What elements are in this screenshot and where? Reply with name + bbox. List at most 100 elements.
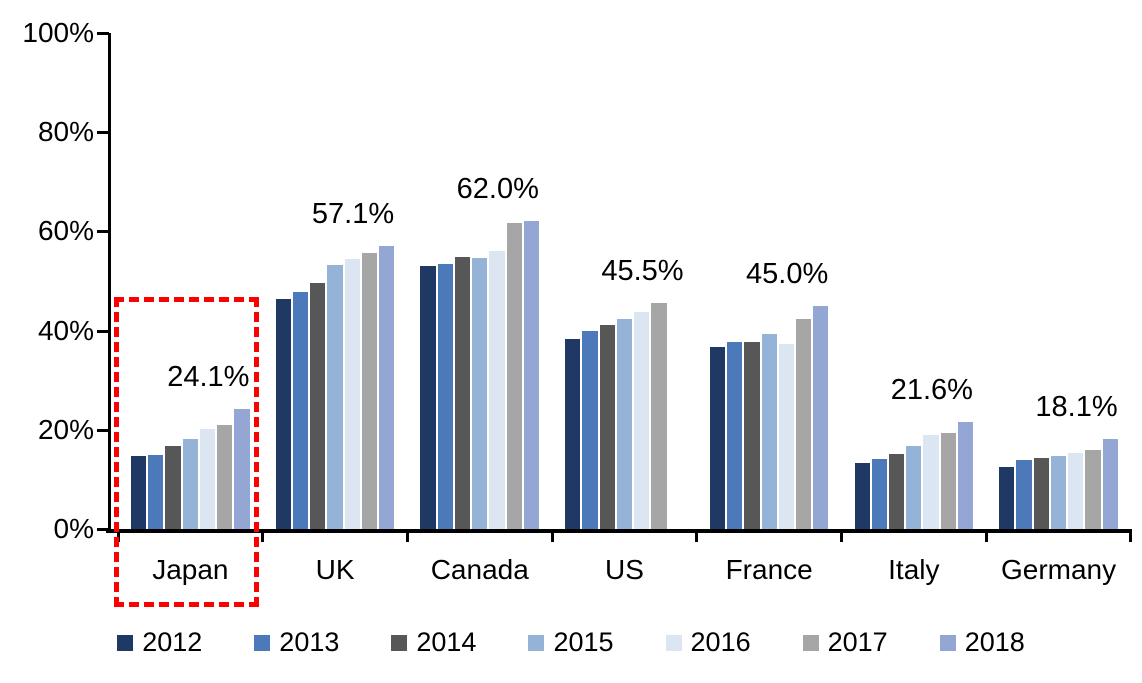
bar-canada-2012 (420, 266, 436, 529)
bar-canada-2014 (454, 257, 471, 529)
y-axis-tick-label: 0% (53, 513, 94, 544)
legend-item-2012: 2012 (117, 629, 202, 656)
bar-uk-2012 (275, 299, 291, 529)
x-axis-label-uk: UK (315, 554, 355, 585)
x-axis-tick (550, 529, 554, 542)
y-axis-tick (97, 428, 109, 432)
y-axis-tick-label: 60% (37, 215, 94, 247)
japan-highlight-dashed-box (114, 297, 259, 607)
bar-group-germany (999, 33, 1118, 529)
bar-germany-2015 (1050, 456, 1067, 529)
legend-swatch-2016 (665, 634, 682, 651)
bar-us-2012 (565, 339, 581, 529)
bar-japan-2016 (199, 429, 216, 529)
bar-group-japan (131, 33, 250, 529)
legend-swatch-2017 (802, 634, 819, 651)
bar-canada-2016 (489, 251, 505, 529)
bar-uk-2013 (292, 292, 309, 529)
x-axis-label-france: France (725, 554, 813, 585)
y-axis-tick (97, 230, 109, 234)
x-axis-label-canada: Canada (430, 554, 529, 585)
bar-germany-2017 (1085, 450, 1101, 529)
data-label-italy: 21.6% (890, 373, 973, 406)
x-axis-line (106, 529, 1131, 533)
bar-canada-2018 (523, 221, 540, 529)
legend-item-2014: 2014 (391, 629, 476, 656)
bar-italy-2018 (957, 422, 974, 529)
legend-label-2013: 2013 (279, 627, 340, 657)
x-axis-tick (405, 529, 409, 542)
bar-uk-2018 (379, 246, 395, 529)
data-label-france: 45.0% (746, 257, 829, 290)
bar-japan-2013 (148, 455, 164, 529)
bar-france-2013 (727, 342, 743, 529)
bar-france-2014 (744, 342, 760, 529)
bar-japan-2012 (131, 456, 147, 529)
y-axis-tick (97, 329, 109, 333)
bar-group-france (709, 33, 829, 529)
bar-france-2018 (813, 306, 829, 529)
x-axis-tick (1129, 529, 1133, 542)
bar-italy-2016 (923, 435, 939, 529)
legend-swatch-2014 (391, 634, 408, 651)
data-label-us: 45.5% (601, 255, 684, 288)
bar-france-2012 (709, 347, 726, 529)
bar-uk-2015 (327, 265, 343, 529)
data-label-japan: 24.1% (167, 361, 250, 394)
bar-uk-2016 (344, 259, 360, 529)
y-axis-tick-label: 80% (37, 116, 94, 148)
x-axis-tick (695, 529, 699, 542)
bar-us-2014 (599, 325, 615, 529)
y-axis-tick (97, 131, 109, 135)
x-axis-label-us: US (604, 554, 644, 585)
legend-swatch-2015 (528, 634, 545, 651)
legend-item-2018: 2018 (939, 629, 1025, 656)
legend-label-2012: 2012 (142, 627, 203, 657)
bar-uk-2017 (361, 253, 378, 529)
legend-label-2014: 2014 (416, 627, 477, 657)
legend-item-2017: 2017 (802, 627, 888, 657)
bar-italy-2012 (854, 463, 870, 529)
bar-us-2017 (651, 303, 667, 529)
legend-label-2017: 2017 (827, 627, 888, 657)
bar-germany-2013 (1016, 460, 1032, 529)
y-axis-tick-label: 100% (22, 17, 94, 48)
legend-swatch-2013 (254, 634, 271, 651)
bar-italy-2017 (940, 433, 956, 529)
bar-japan-2014 (165, 446, 181, 529)
data-label-canada: 62.0% (456, 173, 539, 206)
legend-swatch-2018 (939, 634, 956, 651)
legend-label-2015: 2015 (553, 627, 614, 657)
bar-japan-2017 (217, 425, 233, 529)
bar-us-2015 (616, 319, 633, 529)
x-axis-label-germany: Germany (1000, 554, 1117, 585)
bar-japan-2015 (182, 439, 198, 529)
bar-italy-2014 (888, 454, 905, 529)
bar-uk-2014 (310, 283, 326, 529)
bar-germany-2018 (1102, 439, 1118, 529)
legend: 2012 2013 2014 2015 2016 2017 2018 (0, 629, 1142, 656)
legend-item-2015: 2015 (528, 627, 614, 657)
x-axis-tick (261, 529, 265, 542)
x-axis-tick (840, 529, 843, 542)
bar-japan-2018 (234, 409, 250, 529)
legend-item-2013: 2013 (254, 629, 339, 656)
bar-france-2015 (761, 334, 777, 529)
bar-italy-2015 (906, 446, 922, 529)
legend-item-2016: 2016 (665, 627, 751, 657)
y-axis-tick (97, 528, 109, 531)
bar-germany-2012 (999, 467, 1015, 529)
bar-canada-2015 (472, 258, 488, 529)
bar-france-2016 (778, 344, 794, 529)
bar-france-2017 (795, 319, 812, 529)
data-label-uk: 57.1% (311, 197, 395, 230)
x-axis-label-italy: Italy (888, 554, 940, 585)
bar-italy-2013 (871, 459, 887, 529)
bar-group-italy (854, 33, 974, 529)
legend-label-2016: 2016 (690, 627, 751, 657)
y-axis-tick (97, 32, 109, 35)
y-axis-tick-label: 40% (37, 314, 94, 346)
y-axis-tick-label: 20% (37, 413, 94, 445)
bar-group-canada (420, 33, 540, 529)
